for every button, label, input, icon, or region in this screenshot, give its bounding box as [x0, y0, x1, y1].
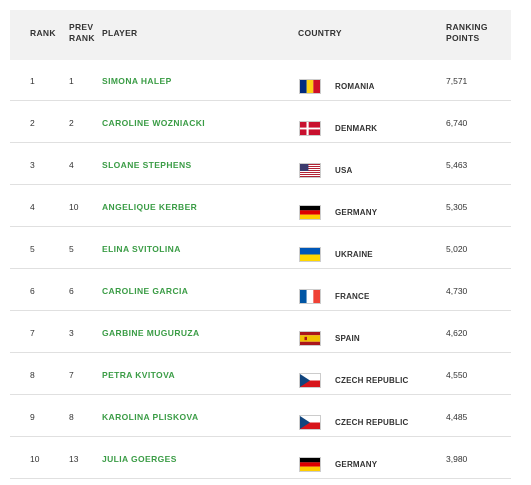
table-row: 8 7 PETRA KVITOVA CZECH REPUBLIC 4,550	[10, 352, 511, 395]
header-rank: RANK	[30, 28, 56, 38]
ranking-points-value: 4,730	[446, 286, 468, 296]
prev-rank-value: 3	[69, 328, 74, 338]
player-link[interactable]: SIMONA HALEP	[102, 76, 172, 86]
ranking-points-value: 3,980	[446, 454, 468, 464]
ranking-points-value: 5,305	[446, 202, 468, 212]
prev-rank-value: 5	[69, 244, 74, 254]
rank-value: 3	[30, 160, 35, 170]
rank-value: 9	[30, 412, 35, 422]
player-link[interactable]: CAROLINE WOZNIACKI	[102, 118, 206, 128]
czech-flag-icon	[299, 415, 321, 430]
rank-value: 10	[30, 454, 40, 464]
france-flag-icon	[299, 289, 321, 304]
ranking-points-value: 7,571	[446, 76, 468, 86]
country-name: UKRAINE	[335, 250, 373, 259]
prev-rank-value: 2	[69, 118, 74, 128]
prev-rank-value: 6	[69, 286, 74, 296]
table-row: 10 13 JULIA GOERGES GERMANY 3,980	[10, 436, 511, 479]
germany-flag-icon	[299, 457, 321, 472]
rank-value: 5	[30, 244, 35, 254]
country-name: DENMARK	[335, 124, 378, 133]
country-name: ROMANIA	[335, 82, 375, 91]
denmark-flag-icon	[299, 121, 321, 136]
prev-rank-value: 8	[69, 412, 74, 422]
rank-value: 7	[30, 328, 35, 338]
header-player: PLAYER	[102, 28, 138, 38]
player-link[interactable]: SLOANE STEPHENS	[102, 160, 192, 170]
germany-flag-icon	[299, 205, 321, 220]
header-country: COUNTRY	[298, 28, 342, 38]
rank-value: 4	[30, 202, 35, 212]
ranking-points-value: 6,740	[446, 118, 468, 128]
country-name: CZECH REPUBLIC	[335, 418, 409, 427]
prev-rank-value: 7	[69, 370, 74, 380]
header-ranking-points: RANKING POINTS	[446, 22, 506, 44]
header-points-line1: RANKING	[446, 22, 488, 32]
ukraine-flag-icon	[299, 247, 321, 262]
rank-value: 2	[30, 118, 35, 128]
rank-value: 1	[30, 76, 35, 86]
header-prev-rank-line1: PREV	[69, 22, 94, 32]
table-row: 2 2 CAROLINE WOZNIACKI DENMARK 6,740	[10, 100, 511, 143]
player-link[interactable]: PETRA KVITOVA	[102, 370, 176, 380]
ranking-points-value: 4,550	[446, 370, 468, 380]
header-prev-rank: PREV RANK	[69, 22, 99, 44]
rank-value: 8	[30, 370, 35, 380]
player-link[interactable]: JULIA GOERGES	[102, 454, 177, 464]
prev-rank-value: 10	[69, 202, 79, 212]
table-row: 1 1 SIMONA HALEP ROMANIA 7,571	[10, 58, 511, 101]
table-row: 7 3 GARBINE MUGURUZA SPAIN 4,620	[10, 310, 511, 353]
ranking-points-value: 4,485	[446, 412, 468, 422]
rank-value: 6	[30, 286, 35, 296]
usa-flag-icon	[299, 163, 321, 178]
table-row: 9 8 KAROLINA PLISKOVA CZECH REPUBLIC 4,485	[10, 394, 511, 437]
player-link[interactable]: GARBINE MUGURUZA	[102, 328, 200, 338]
table-row: 6 6 CAROLINE GARCIA FRANCE 4,730	[10, 268, 511, 311]
table-header: RANK PREV RANK PLAYER COUNTRY RANKING PO…	[10, 10, 511, 60]
player-link[interactable]: KAROLINA PLISKOVA	[102, 412, 199, 422]
czech-flag-icon	[299, 373, 321, 388]
prev-rank-value: 13	[69, 454, 79, 464]
romania-flag-icon	[299, 79, 321, 94]
ranking-points-value: 4,620	[446, 328, 468, 338]
player-link[interactable]: CAROLINE GARCIA	[102, 286, 189, 296]
player-link[interactable]: ELINA SVITOLINA	[102, 244, 181, 254]
header-points-line2: POINTS	[446, 33, 480, 43]
prev-rank-value: 4	[69, 160, 74, 170]
header-prev-rank-line2: RANK	[69, 33, 95, 43]
ranking-points-value: 5,463	[446, 160, 468, 170]
table-row: 3 4 SLOANE STEPHENS USA 5,463	[10, 142, 511, 185]
player-link[interactable]: ANGELIQUE KERBER	[102, 202, 198, 212]
prev-rank-value: 1	[69, 76, 74, 86]
country-name: USA	[335, 166, 353, 175]
spain-flag-icon	[299, 331, 321, 346]
country-name: SPAIN	[335, 334, 360, 343]
country-name: FRANCE	[335, 292, 370, 301]
country-name: GERMANY	[335, 460, 378, 469]
table-row: 4 10 ANGELIQUE KERBER GERMANY 5,305	[10, 184, 511, 227]
table-row: 5 5 ELINA SVITOLINA UKRAINE 5,020	[10, 226, 511, 269]
country-name: CZECH REPUBLIC	[335, 376, 409, 385]
country-name: GERMANY	[335, 208, 378, 217]
ranking-points-value: 5,020	[446, 244, 468, 254]
